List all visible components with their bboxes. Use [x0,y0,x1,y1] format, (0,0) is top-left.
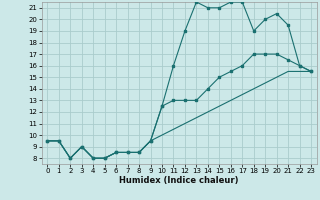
X-axis label: Humidex (Indice chaleur): Humidex (Indice chaleur) [119,176,239,185]
